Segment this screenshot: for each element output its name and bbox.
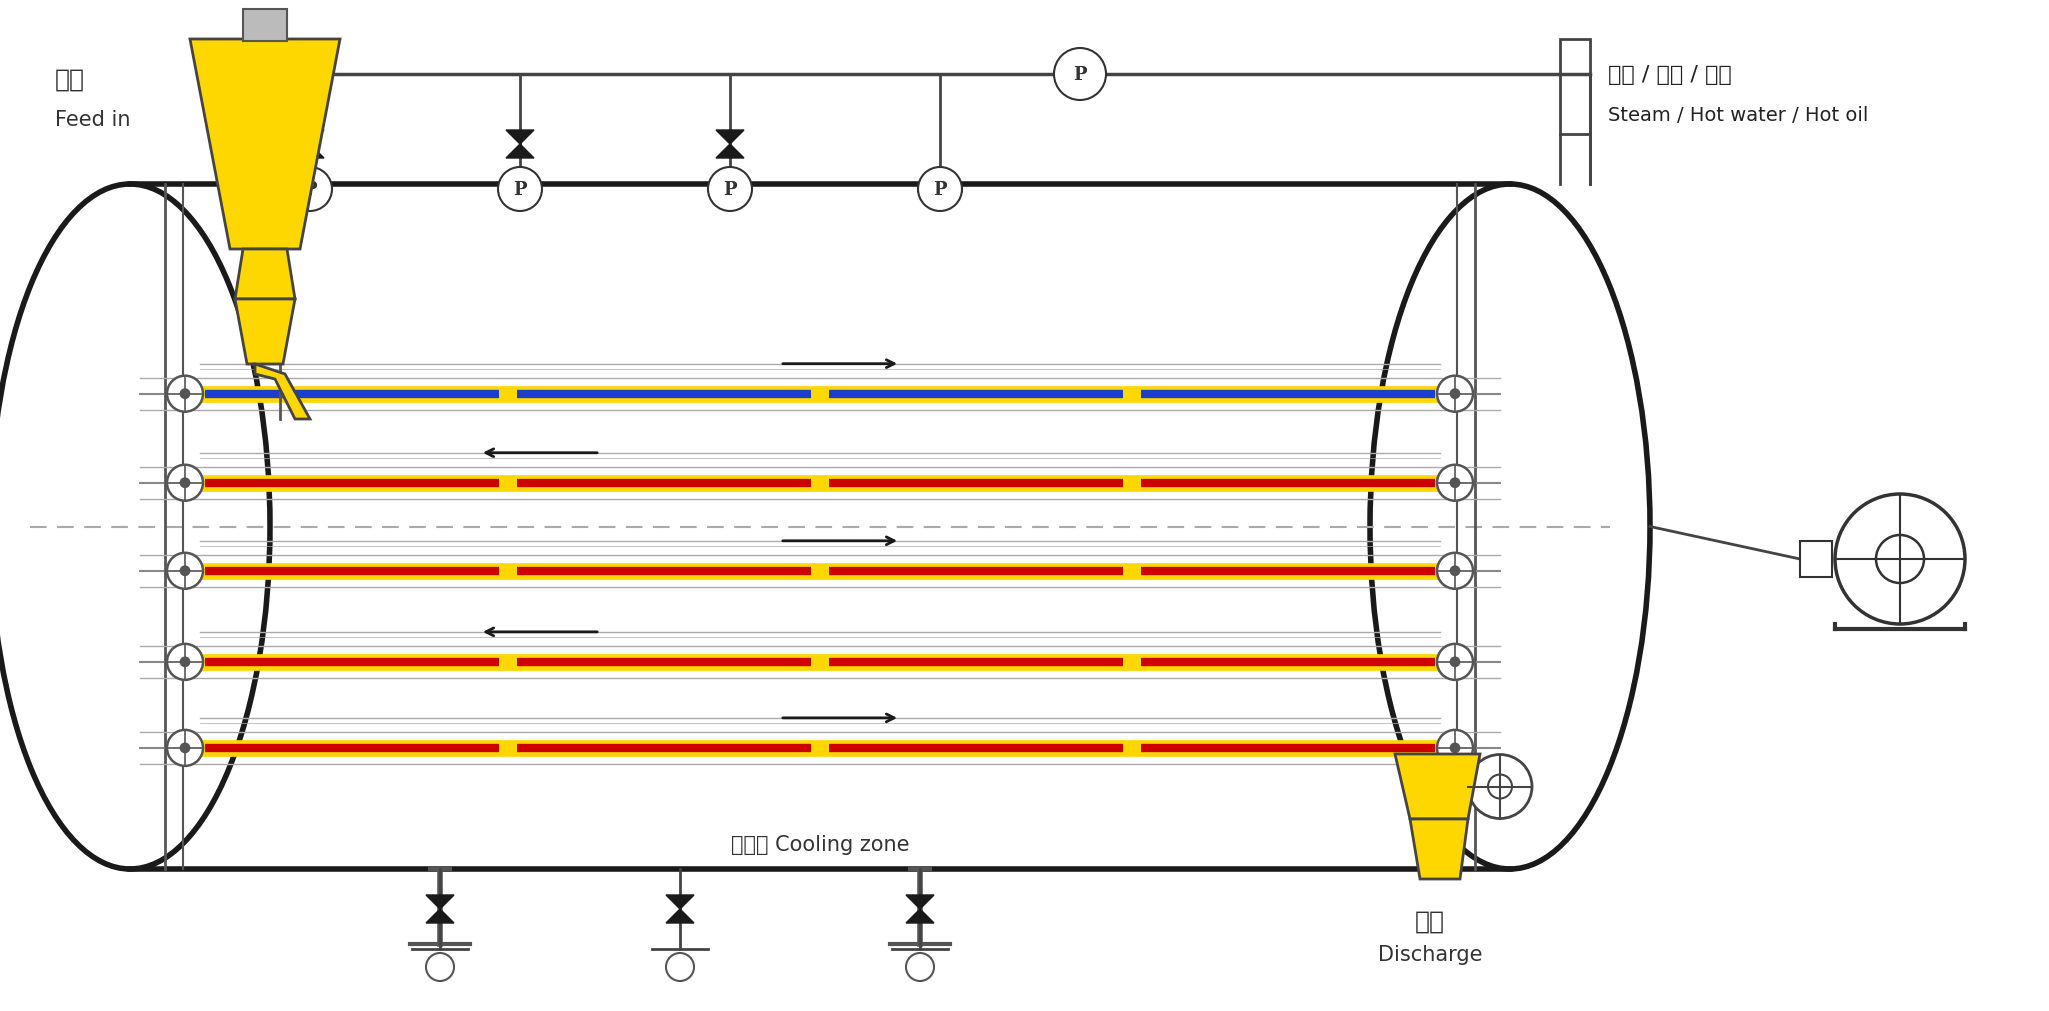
Circle shape [1449,389,1461,399]
Circle shape [168,376,203,412]
Circle shape [1436,376,1473,412]
Circle shape [426,953,455,981]
Circle shape [1436,730,1473,766]
Circle shape [709,168,752,211]
Circle shape [666,953,695,981]
Polygon shape [906,895,934,909]
Circle shape [1436,644,1473,680]
Circle shape [1836,494,1965,625]
Circle shape [1449,566,1461,576]
Text: P: P [512,181,527,199]
Polygon shape [666,909,695,923]
Circle shape [168,553,203,589]
Circle shape [1053,49,1106,101]
Text: P: P [1074,66,1086,84]
Polygon shape [715,130,744,145]
Text: P: P [932,181,947,199]
Text: P: P [723,181,738,199]
Text: Feed in: Feed in [55,110,131,129]
Polygon shape [295,145,324,159]
Text: 蒸汽 / 热水 / 热油: 蒸汽 / 热水 / 热油 [1608,65,1731,85]
Circle shape [180,389,191,399]
Polygon shape [715,145,744,159]
Text: 冷却区 Cooling zone: 冷却区 Cooling zone [731,834,910,854]
Circle shape [1449,657,1461,667]
Ellipse shape [0,185,270,869]
Bar [244,10,287,42]
Text: Discharge: Discharge [1377,944,1481,964]
Bar [1559,40,1590,134]
Circle shape [180,743,191,753]
Circle shape [180,478,191,488]
Polygon shape [191,40,340,250]
Text: 进料: 进料 [55,68,84,92]
Polygon shape [426,909,455,923]
Text: P: P [303,181,318,199]
Circle shape [180,657,191,667]
Circle shape [1449,743,1461,753]
Circle shape [1488,774,1512,799]
Polygon shape [426,895,455,909]
Circle shape [1877,536,1924,583]
Polygon shape [1395,754,1479,819]
Ellipse shape [1371,185,1649,869]
Polygon shape [906,909,934,923]
Circle shape [168,644,203,680]
Circle shape [1436,553,1473,589]
Circle shape [168,465,203,501]
Polygon shape [254,365,309,420]
Bar [129,185,1510,869]
Polygon shape [506,130,535,145]
Bar [1799,542,1832,577]
Circle shape [918,168,961,211]
Text: 出料: 出料 [1416,909,1445,933]
Polygon shape [506,145,535,159]
Circle shape [289,168,332,211]
Polygon shape [1410,819,1467,880]
Circle shape [180,566,191,576]
Polygon shape [236,299,295,365]
Polygon shape [295,130,324,145]
Circle shape [168,730,203,766]
Circle shape [906,953,934,981]
Circle shape [1449,478,1461,488]
Polygon shape [666,895,695,909]
Polygon shape [236,250,295,299]
Circle shape [498,168,543,211]
Circle shape [1436,465,1473,501]
Text: Steam / Hot water / Hot oil: Steam / Hot water / Hot oil [1608,105,1869,124]
Circle shape [1467,755,1533,819]
